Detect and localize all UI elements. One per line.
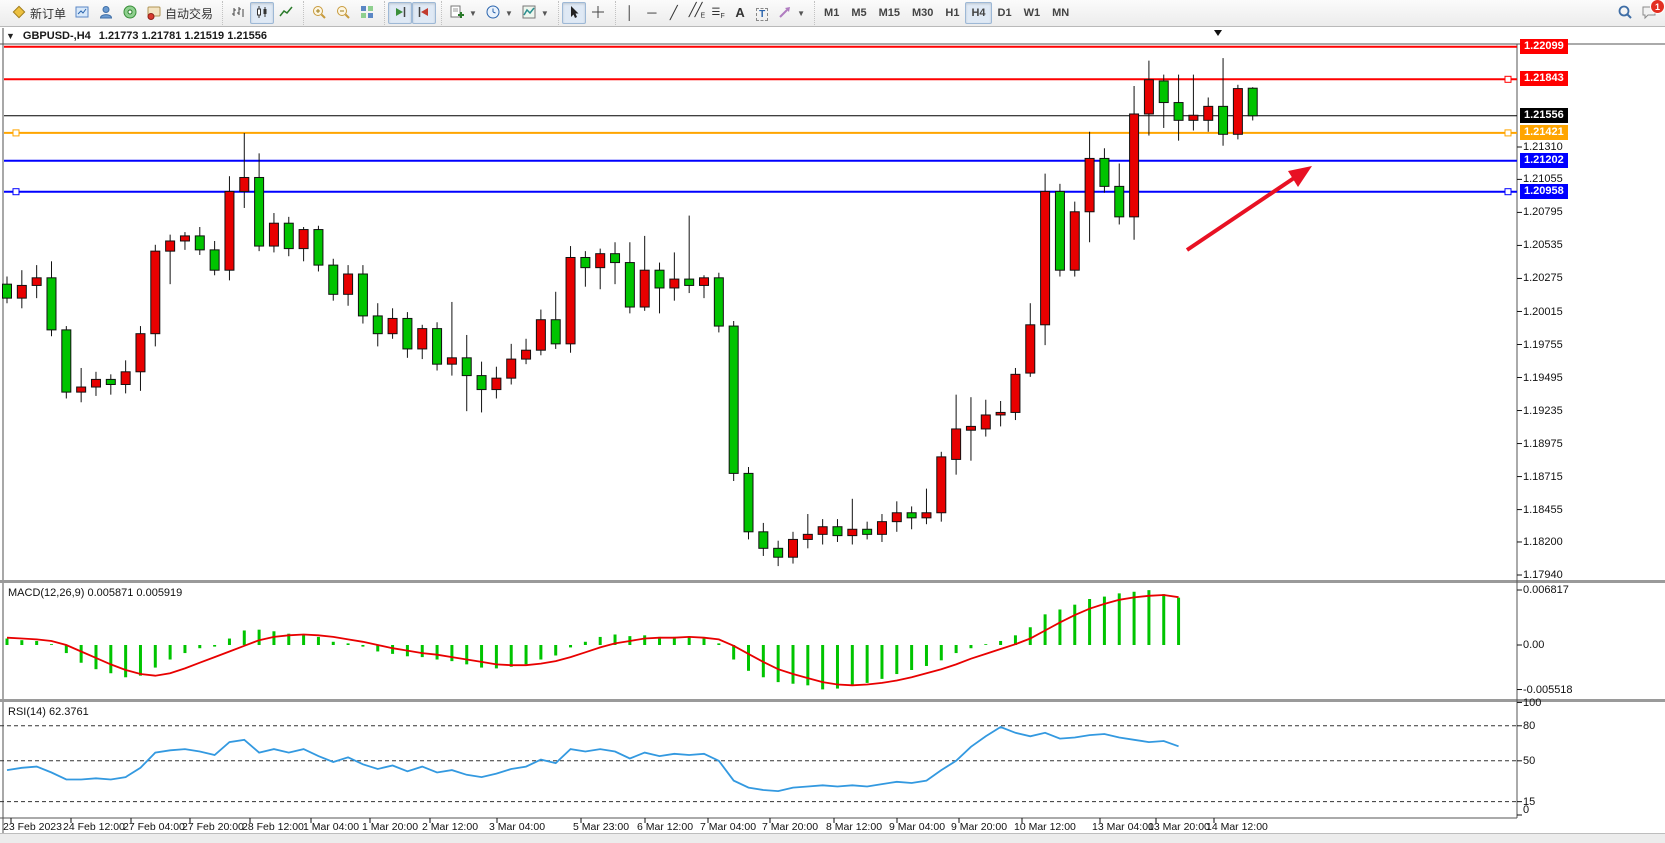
tf-m30-button[interactable]: M30 xyxy=(912,7,934,19)
fibonacci-icon: ☰F xyxy=(711,6,725,20)
tf-h1-button[interactable]: H1 xyxy=(945,7,960,19)
open-chart-button[interactable] xyxy=(70,2,94,24)
chart-symbol-label: GBPUSD-,H4 xyxy=(22,30,91,42)
tf-d1-button[interactable]: D1 xyxy=(997,7,1012,19)
new-order-icon xyxy=(11,4,27,23)
window-left-border xyxy=(2,28,4,833)
auto-scroll-icon xyxy=(392,4,408,23)
rsi-panel-divider[interactable] xyxy=(0,699,1665,702)
zoom-in-button[interactable] xyxy=(307,2,331,24)
chevron-down-icon: ▼ xyxy=(540,8,549,18)
chevron-down-icon: ▼ xyxy=(469,8,477,18)
crosshair-button[interactable] xyxy=(586,2,610,24)
toolbar-group: ▼ ▼ ▼ xyxy=(441,1,556,25)
tf-mn-button[interactable]: MN xyxy=(1052,7,1070,19)
profiles-button[interactable] xyxy=(94,2,118,24)
fibonacci-button[interactable]: ☰F xyxy=(707,2,729,24)
line-chart-button[interactable] xyxy=(274,2,298,24)
auto-scroll-button[interactable] xyxy=(388,2,413,24)
chart-shift-icon xyxy=(416,4,432,23)
indicators-button[interactable]: ▼ xyxy=(517,2,553,24)
shapes-button[interactable]: ▼ xyxy=(773,2,809,24)
bar-chart-button[interactable] xyxy=(226,2,250,24)
macd-panel-divider[interactable] xyxy=(0,580,1665,583)
vline-icon: │ xyxy=(625,5,634,20)
tf-m15-button[interactable]: M15 xyxy=(878,7,901,19)
signal-icon xyxy=(122,4,138,23)
trendline-icon: ╱ xyxy=(669,5,678,20)
tile-windows-button[interactable] xyxy=(355,2,379,24)
template-plus-icon xyxy=(449,4,465,23)
autotrading-button[interactable]: 自动交易 xyxy=(142,2,217,24)
chart-ohlc-values: 1.21773 1.21781 1.21519 1.21556 xyxy=(98,30,267,42)
label-icon: T xyxy=(756,6,769,21)
toolbar: 新订单 自动交易 ▼ ▼ ▼ │ ─ ╱ ╱╱E ☰F A T ▼ M1 M5 M15 M30 H1 H4 D1 W1 M… xyxy=(0,0,1665,27)
toolbar-group: 新订单 自动交易 xyxy=(4,1,220,25)
autotrade-icon xyxy=(146,4,162,23)
text-button[interactable]: A xyxy=(729,2,751,24)
zoom-in-icon xyxy=(311,4,327,23)
channel-icon: ╱╱E xyxy=(688,2,705,20)
trendline-button[interactable]: ╱ xyxy=(663,2,685,24)
chevron-down-icon: ▼ xyxy=(797,8,806,18)
signals-button[interactable] xyxy=(118,2,142,24)
chart-shift-button[interactable] xyxy=(412,2,437,24)
search-button[interactable] xyxy=(1613,2,1637,24)
chat-button[interactable]: 1 xyxy=(1637,0,1665,24)
toolbar-group: │ ─ ╱ ╱╱E ☰F A T ▼ xyxy=(614,1,812,25)
cursor-icon xyxy=(566,4,582,23)
zoom-out-button[interactable] xyxy=(331,2,355,24)
line-chart-icon xyxy=(278,4,294,23)
indicators-icon xyxy=(521,4,537,23)
candlestick-icon xyxy=(254,4,270,23)
zoom-out-icon xyxy=(335,4,351,23)
toolbar-group xyxy=(222,1,301,25)
toolbar-group xyxy=(384,1,439,25)
profile-icon xyxy=(98,4,114,23)
tile-windows-icon xyxy=(359,4,375,23)
toolbar-group: M1 M5 M15 M30 H1 H4 D1 W1 MN xyxy=(814,1,1078,25)
text-icon: A xyxy=(735,5,745,20)
shapes-icon xyxy=(777,4,793,23)
search-icon xyxy=(1617,4,1633,23)
new-template-button[interactable]: ▼ xyxy=(445,2,481,24)
toolbar-group xyxy=(557,1,613,25)
label-button[interactable]: T xyxy=(751,2,773,24)
channel-button[interactable]: ╱╱E xyxy=(685,2,707,24)
bar-chart-icon xyxy=(230,4,246,23)
chart-collapse-icon[interactable]: ▼ xyxy=(6,31,15,41)
chevron-down-icon: ▼ xyxy=(504,8,513,18)
horizontal-line-button[interactable]: ─ xyxy=(641,2,663,24)
toolbar-group xyxy=(303,1,382,25)
tf-h4-button[interactable]: H4 xyxy=(965,2,992,24)
clock-icon xyxy=(485,4,501,23)
new-order-button[interactable]: 新订单 xyxy=(7,2,70,24)
tf-w1-button[interactable]: W1 xyxy=(1023,7,1041,19)
period-button[interactable]: ▼ xyxy=(481,2,517,24)
tf-m1-button[interactable]: M1 xyxy=(824,7,840,19)
notification-badge: 1 xyxy=(1650,0,1665,14)
crosshair-icon xyxy=(590,4,606,23)
candlestick-button[interactable] xyxy=(250,2,275,24)
chart-window-icon xyxy=(74,4,90,23)
vertical-line-button[interactable]: │ xyxy=(619,2,641,24)
chart-title: ▼ GBPUSD-,H4 1.21773 1.21781 1.21519 1.2… xyxy=(6,30,267,42)
hline-icon: ─ xyxy=(647,5,657,20)
tf-m5-button[interactable]: M5 xyxy=(851,7,867,19)
status-bar xyxy=(0,833,1665,843)
cursor-button[interactable] xyxy=(561,2,586,24)
